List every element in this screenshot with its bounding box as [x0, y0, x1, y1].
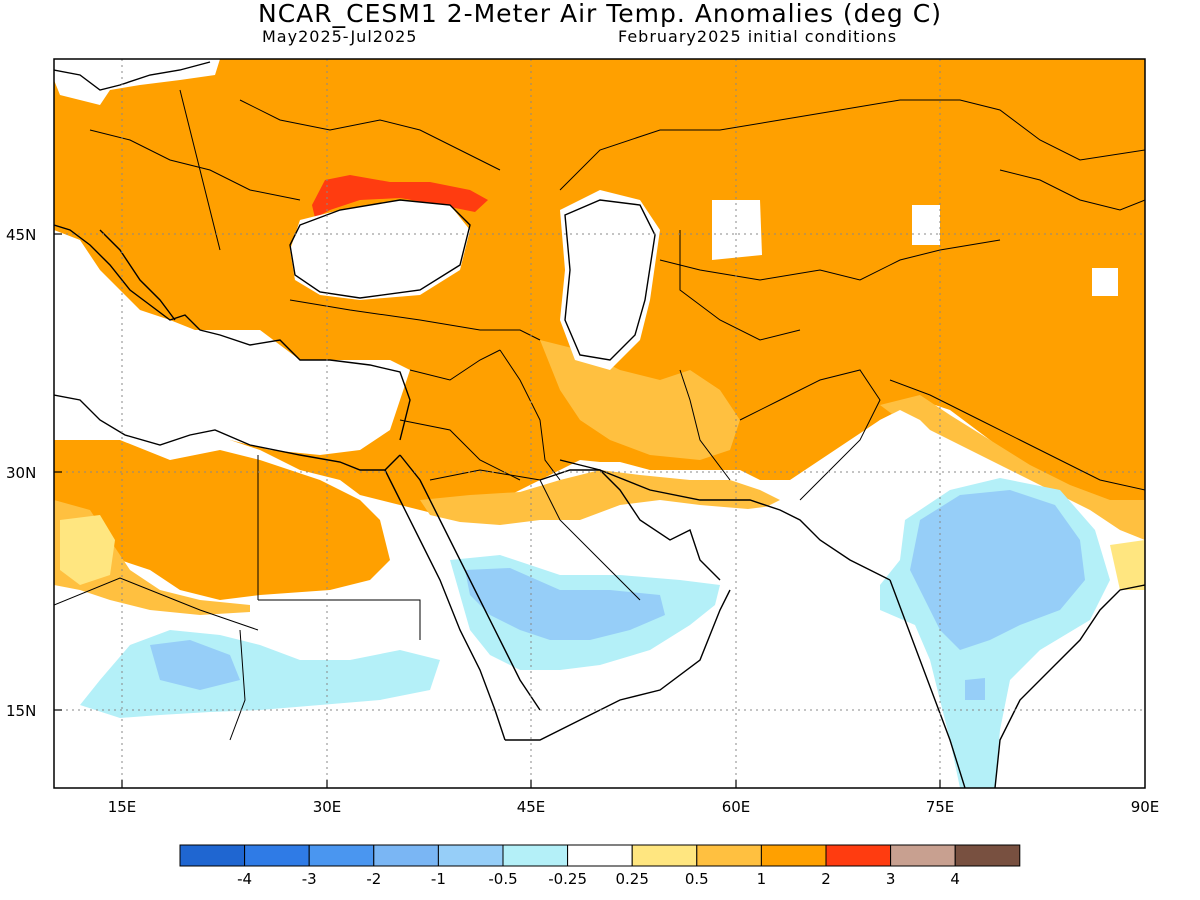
anomaly-region-0-5-1-india: [880, 395, 1145, 540]
colorbar-label: 4: [950, 870, 960, 888]
colorbar-swatch: [373, 844, 439, 867]
border-uzbek: [679, 230, 801, 341]
coast-india-east: [994, 584, 1145, 788]
colorbar-swatch: [502, 844, 569, 867]
colorbar-swatch: [567, 844, 633, 867]
colorbar-label: 3: [886, 870, 896, 888]
colorbar-swatch: [244, 844, 310, 867]
coast-black-sea: [289, 199, 471, 299]
anomaly-region-0-5-1-africa: [54, 500, 250, 615]
colorbar-swatch: [760, 844, 827, 867]
colorbar-label: 0.25: [615, 870, 648, 888]
coast-mediterranean-north: [54, 224, 411, 441]
anomaly-region-1-2-sahara: [54, 440, 390, 600]
coast-red-sea-west: [384, 469, 506, 741]
border-iran-afghan: [679, 369, 731, 481]
lon-label-45e: 45E: [517, 798, 546, 816]
border-afghan-pak: [739, 369, 881, 501]
border-europe-b: [179, 89, 221, 251]
graticule: [54, 59, 1145, 788]
border-india-china: [889, 379, 1145, 491]
colorbar-label: -0.25: [548, 870, 587, 888]
neutral-region-mediterranean: [54, 230, 410, 455]
anomaly-region-m1-m0-5-arabia: [465, 568, 665, 640]
anomaly-region-0-5-1-arabia: [420, 470, 780, 525]
border-iraq-iran: [499, 349, 561, 481]
colorbar: -4 -3 -2 -1 -0.5 -0.25 0.25 0.5 1 2 3 4: [179, 844, 1021, 888]
lat-label-45n: 45N: [6, 226, 36, 244]
border-libya-chad: [54, 577, 259, 631]
borders: [54, 89, 1145, 741]
border-europe-a: [89, 129, 301, 201]
colorbar-label: -0.5: [488, 870, 517, 888]
border-china-mongolia: [999, 169, 1145, 211]
border-levant: [399, 419, 521, 481]
coast-iran-pakistan: [559, 459, 891, 581]
lon-label-15e: 15E: [108, 798, 137, 816]
colorbar-label: -4: [237, 870, 252, 888]
coastlines: [54, 61, 1145, 788]
border-kazakh-south: [659, 239, 1001, 281]
anomaly-region-2-3-ukraine: [312, 175, 488, 218]
map-frame: [53, 58, 1146, 789]
colorbar-swatch: [890, 844, 956, 867]
colorbar-label: -3: [302, 870, 317, 888]
border-turkey: [289, 299, 541, 341]
border-syria-iraq: [409, 349, 501, 381]
border-sudan: [258, 599, 421, 640]
anomaly-region-0-25-0-5-bay: [1110, 540, 1145, 590]
colorbar-label: 0.5: [685, 870, 709, 888]
lon-label-30e: 30E: [313, 798, 342, 816]
coast-india-west: [889, 579, 966, 788]
colorbar-label: -1: [431, 870, 446, 888]
anomaly-field: [54, 59, 1145, 788]
anomaly-region-m1-m0-5-sahel: [150, 640, 240, 690]
colorbar-label: 2: [821, 870, 831, 888]
colorbar-swatch: [696, 844, 762, 867]
forecast-period: May2025-Jul2025: [262, 27, 418, 46]
colorbar-swatch: [954, 844, 1021, 867]
colorbar-swatch: [437, 844, 504, 867]
anomaly-region-0-25-0-5-africa: [60, 515, 115, 585]
colorbar-swatch: [308, 844, 375, 867]
coast-gulf: [539, 469, 721, 581]
anomaly-region-m1-m0-5-south-india: [965, 678, 985, 700]
neutral-region-balkhash: [912, 205, 940, 245]
coast-arabia-south: [505, 589, 731, 741]
colorbar-swatch: [631, 844, 698, 867]
colorbar-label: -2: [366, 870, 381, 888]
anomaly-region-0-5-1-central-asia: [540, 340, 740, 460]
colorbar-label: 1: [757, 870, 767, 888]
coast-baltic: [54, 61, 211, 91]
border-chad-sudan: [229, 629, 246, 741]
coast-red-sea-east: [399, 454, 541, 711]
border-kazakh-russia: [559, 99, 1145, 191]
coast-italy: [99, 229, 176, 321]
initial-conditions: February2025 initial conditions: [618, 27, 898, 46]
lon-labels: 15E 30E 45E 60E 75E 90E: [108, 798, 1160, 816]
border-europe-c: [239, 99, 501, 171]
lon-label-60e: 60E: [722, 798, 751, 816]
colorbar-swatch: [825, 844, 892, 867]
colorbar-swatch: [179, 844, 246, 867]
map-title: NCAR_CESM1 2-Meter Air Temp. Anomalies (…: [258, 0, 942, 28]
neutral-region-aral: [712, 200, 762, 260]
neutral-region-issyk: [1092, 268, 1118, 296]
lat-label-30n: 30N: [6, 464, 36, 482]
coast-caspian: [564, 199, 656, 361]
anomaly-region-m1-m0-5-india: [910, 490, 1085, 650]
axis-ticks: [54, 233, 941, 788]
lon-label-75e: 75E: [926, 798, 955, 816]
coast-africa-north: [54, 394, 401, 471]
lat-labels: 45N 30N 15N: [6, 226, 36, 720]
neutral-region-caspian: [560, 190, 660, 370]
neutral-region-black-sea: [290, 200, 470, 300]
lon-label-90e: 90E: [1131, 798, 1160, 816]
lat-label-15n: 15N: [6, 702, 36, 720]
border-saudi: [429, 469, 641, 601]
